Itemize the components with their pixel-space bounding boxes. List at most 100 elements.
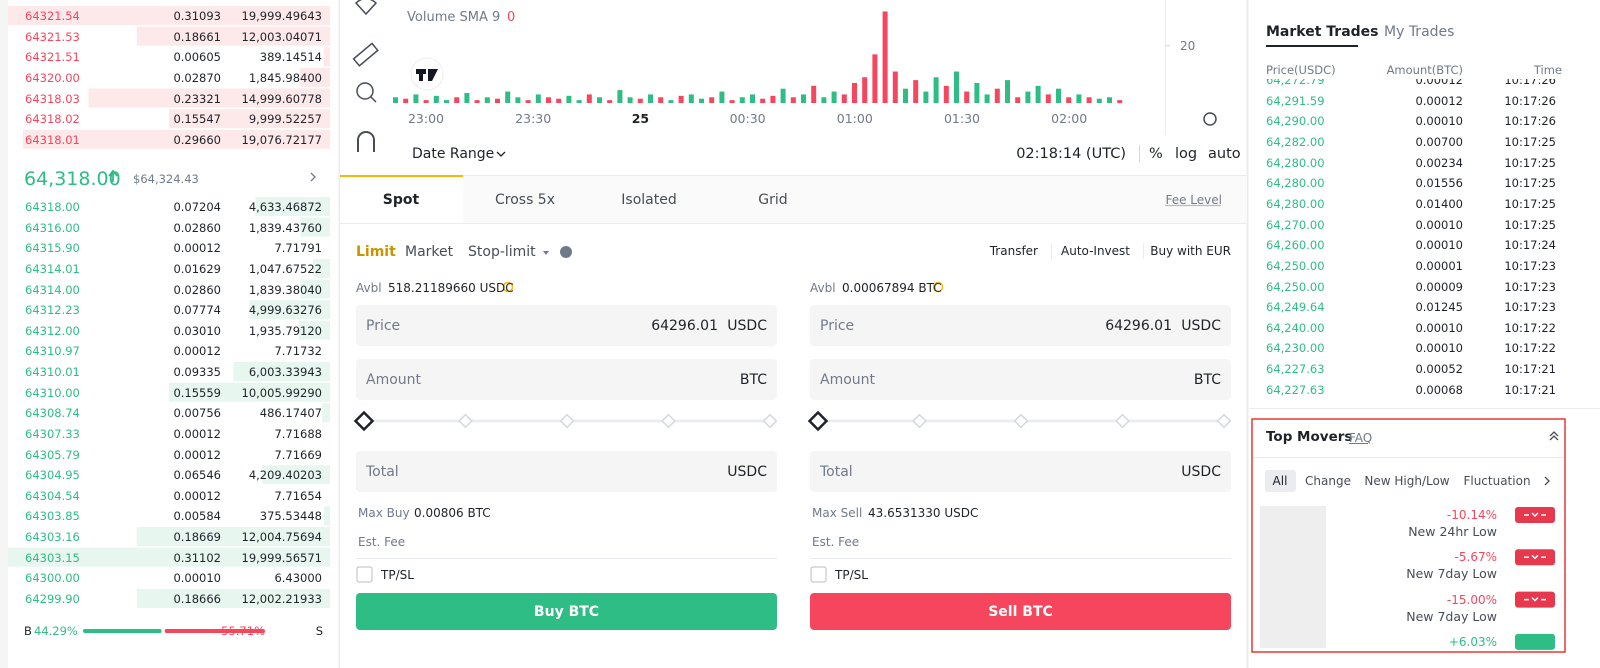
submit-label[interactable]: Buy BTC <box>533 604 600 620</box>
collapse-icon[interactable] <box>1549 431 1559 441</box>
form-tab[interactable]: Grid <box>758 192 788 208</box>
slider-node[interactable] <box>807 410 829 432</box>
price: 64304.95 <box>25 468 80 483</box>
price: 64318.03 <box>25 91 80 106</box>
submit-label[interactable]: Sell BTC <box>988 604 1053 620</box>
amount: 0.00012 <box>173 241 221 256</box>
total: 1,839.43760 <box>248 220 322 235</box>
scale-option[interactable]: % <box>1149 146 1163 162</box>
chevron[interactable] <box>1544 476 1550 486</box>
price: 64320.00 <box>25 70 80 85</box>
volume-bar <box>994 88 1000 103</box>
form-action[interactable]: Buy with EUR <box>1150 244 1231 258</box>
price: 64321.51 <box>25 50 80 65</box>
volume-bar <box>770 95 776 103</box>
clock: 02:18:14 (UTC) <box>1016 146 1126 162</box>
volume-bar <box>474 100 480 103</box>
form-tab[interactable]: Spot <box>382 192 420 208</box>
volume-bar <box>495 98 500 103</box>
volume-bar <box>1076 94 1082 103</box>
slider-node[interactable] <box>912 413 927 429</box>
volume-bar <box>719 91 725 103</box>
mover-change: -10.14% <box>1446 508 1497 522</box>
slider-node[interactable] <box>661 413 676 429</box>
order-type[interactable]: Limit <box>356 244 396 260</box>
trade-cell: 64,272.79 <box>1266 79 1325 87</box>
amount: 0.01629 <box>173 261 221 276</box>
form-tab[interactable]: Cross 5x <box>494 192 556 208</box>
favorite-icon[interactable] <box>354 0 378 16</box>
zoom-icon[interactable] <box>356 82 374 100</box>
movers-tab[interactable]: Fluctuation <box>1463 474 1531 488</box>
slider-node[interactable] <box>458 413 473 429</box>
trade-cell: 64,282.00 <box>1266 134 1325 149</box>
input-box[interactable] <box>356 305 777 346</box>
amount: 0.02860 <box>173 220 221 235</box>
x-tick-label: 01:30 <box>943 111 981 126</box>
volume-bar <box>964 91 970 103</box>
slider-node[interactable] <box>353 410 375 432</box>
checkbox[interactable] <box>356 566 373 583</box>
magnet-icon[interactable] <box>357 131 375 152</box>
total: 4,633.46872 <box>248 200 322 214</box>
faq-link[interactable]: FAQ <box>1349 431 1373 445</box>
scale-option[interactable]: log <box>1175 146 1198 162</box>
slider-node[interactable] <box>1216 413 1232 429</box>
input-box[interactable] <box>356 451 777 492</box>
price: 64316.00 <box>25 220 80 235</box>
slider-node[interactable] <box>1013 413 1029 429</box>
total: 19,999.49643 <box>241 9 322 23</box>
last-price-usd: $64,324.43 <box>133 172 199 186</box>
date-range[interactable]: Date Range <box>412 146 495 162</box>
settings-icon[interactable] <box>1203 112 1217 126</box>
slider-node[interactable] <box>559 413 575 429</box>
input-box[interactable] <box>810 359 1231 400</box>
fee-level[interactable]: Fee Level <box>1165 193 1222 207</box>
movers-tab[interactable]: New High/Low <box>1364 474 1450 488</box>
trades-header: Amount(BTC) <box>1386 63 1463 77</box>
volume-bar <box>709 97 715 103</box>
order-type[interactable]: Stop-limit <box>468 244 536 260</box>
input-box[interactable] <box>356 359 777 400</box>
input-box[interactable] <box>810 451 1231 492</box>
coin-icon <box>502 281 514 293</box>
amount: 0.31093 <box>173 9 221 23</box>
slider-node[interactable] <box>1115 413 1130 429</box>
trade-cell: 0.00010 <box>1415 341 1463 356</box>
slider-node[interactable] <box>762 413 778 429</box>
form-tab[interactable]: Isolated <box>621 192 677 208</box>
volume-bar <box>984 94 990 103</box>
scale-option[interactable]: auto <box>1208 146 1241 162</box>
mover-badge-icon <box>1524 597 1546 602</box>
trade-cell: 0.00700 <box>1415 134 1463 149</box>
form-action[interactable]: Auto-Invest <box>1061 244 1130 258</box>
checkbox[interactable] <box>810 566 827 583</box>
amount: 0.07204 <box>173 200 221 214</box>
ruler-icon[interactable] <box>352 42 379 67</box>
order-type[interactable]: Market <box>405 244 454 260</box>
input-box[interactable] <box>810 305 1231 346</box>
dropdown-caret <box>543 251 549 255</box>
price-input: 64296.01 <box>651 318 718 334</box>
total: 7.71791 <box>274 241 322 256</box>
trades-tab[interactable]: My Trades <box>1384 24 1455 40</box>
volume-bar <box>903 88 908 103</box>
chevron[interactable] <box>310 172 316 182</box>
price: 64312.23 <box>25 303 80 318</box>
movers-tab[interactable]: Change <box>1305 474 1351 488</box>
depth-bar <box>136 588 330 608</box>
submit-button[interactable] <box>356 593 777 630</box>
tv-logo <box>410 57 444 91</box>
price: 64318.01 <box>25 132 80 147</box>
mover-event: New 24hr Low <box>1408 524 1497 539</box>
info-icon[interactable] <box>560 246 572 258</box>
volume-bar <box>852 82 857 103</box>
amount: 0.18661 <box>173 29 221 44</box>
submit-button[interactable] <box>810 593 1231 630</box>
movers-tab[interactable]: All <box>1272 474 1288 488</box>
trades-tab[interactable]: Market Trades <box>1266 24 1379 40</box>
input-unit: USDC <box>727 318 767 334</box>
trade-cell: 10:17:26 <box>1504 114 1556 129</box>
mover-event: New 7day Low <box>1406 566 1497 582</box>
form-action[interactable]: Transfer <box>989 244 1038 258</box>
